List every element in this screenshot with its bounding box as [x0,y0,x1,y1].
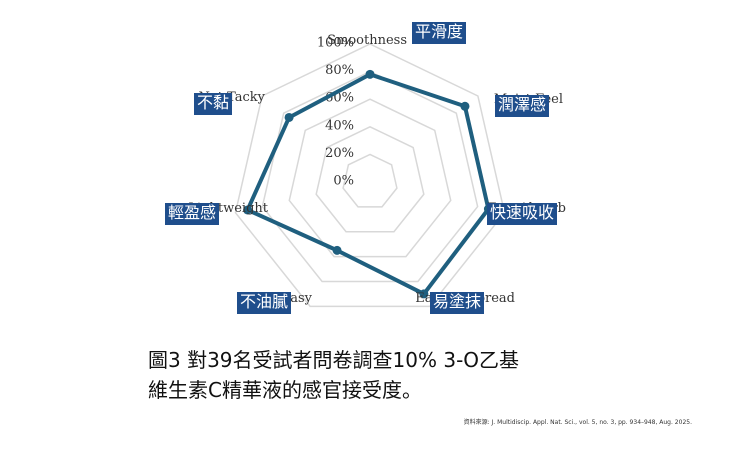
caption-line-1: 圖3 對39名受試者問卷調查10% 3-O乙基 [148,348,520,372]
radar-series [243,69,493,299]
grid-ring [261,70,479,283]
axis-label-zh-text: 平滑度 [415,22,463,41]
axis-label-zh-text: 輕盈感 [168,203,216,222]
radar-chart: 0%20%40%60%80%100% Smoothness平滑度Moist Fe… [165,22,566,314]
label-box [430,292,484,314]
axis-label-zh: 不黏 [194,93,232,115]
axis-label-zh: 不油膩 [237,292,291,314]
figure-caption: 圖3 對39名受試者問卷調查10% 3-O乙基 維生素C精華液的感官接受度。 [148,345,708,405]
data-point [460,101,470,111]
data-point [243,205,253,215]
data-point [332,245,342,255]
grid-ring [234,43,506,308]
tick-label: 40% [325,118,354,133]
tick-label: 80% [325,63,354,78]
axis-label-zh-text: 快速吸收 [490,203,554,222]
label-box [487,203,557,225]
axis-label-zh: 易塗抹 [430,292,484,314]
axis-label-zh: 輕盈感 [165,203,219,225]
grid-ring [288,98,452,258]
radar-axis-labels: Smoothness平滑度Moist Feel潤澤感Fast Absorb快速吸… [165,22,566,314]
axis-label-zh-text: 潤澤感 [498,95,546,114]
source-citation: 資料來源: J. Multidiscip. Appl. Nat. Sci., v… [463,419,692,426]
label-box [495,95,549,117]
axis-label-zh-text: 不油膩 [240,292,288,311]
tick-label: 0% [333,174,354,189]
data-point [284,112,294,122]
data-point [419,289,429,299]
axis-label: Smoothness [327,33,407,48]
grid-ring [342,153,398,208]
label-box [237,292,291,314]
radar-grid [234,43,506,308]
axis-label-zh: 快速吸收 [487,203,557,225]
label-box [194,93,232,115]
axis-label-zh: 潤澤感 [495,95,549,117]
tick-label: 20% [325,146,354,161]
series-line [245,72,491,296]
label-box [165,203,219,225]
axis-label-zh-text: 不黏 [197,93,229,112]
grid-ring [315,125,425,233]
axis-label-zh-text: 易塗抹 [433,292,481,311]
data-point [365,69,375,79]
caption-line-2: 維生素C精華液的感官接受度。 [148,378,422,402]
tick-label: 100% [317,36,354,51]
axis-label-zh: 平滑度 [412,22,466,44]
label-box [412,22,466,44]
radar-tick-labels: 0%20%40%60%80%100% [317,36,354,189]
